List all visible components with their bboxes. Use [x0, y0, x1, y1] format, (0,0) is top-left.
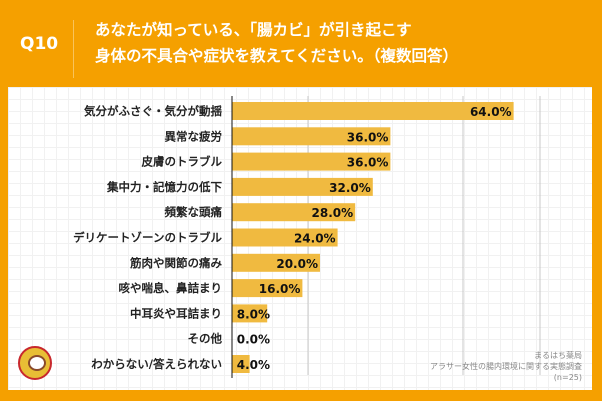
value-label: 36.0%	[347, 130, 389, 144]
category-label: 中耳炎や耳詰まり	[130, 306, 222, 320]
value-label: 8.0%	[237, 307, 270, 321]
category-label: 皮膚のトラブル	[141, 155, 223, 169]
category-label: デリケートゾーンのトラブル	[73, 231, 222, 245]
source-survey: アラサー女性の腸内環境に関する実態調査	[430, 362, 582, 371]
bar	[232, 127, 391, 146]
bar	[232, 102, 514, 120]
value-label: 16.0%	[259, 282, 301, 296]
header-divider	[73, 20, 74, 78]
category-label: わからない/答えられない	[91, 357, 222, 371]
question-number: Q10	[20, 34, 59, 54]
bar	[232, 152, 391, 171]
category-label: 頻繁な頭痛	[165, 205, 223, 219]
category-label: 筋肉や関節の痛み	[129, 256, 222, 270]
value-label: 4.0%	[237, 358, 270, 372]
bar	[232, 355, 250, 373]
category-label: 咳や喘息、鼻詰まり	[119, 281, 223, 295]
question-title-line1: あなたが知っている、「腸カビ」が引き起こす	[95, 21, 412, 39]
question-title-line2: 身体の不具合や症状を教えてください。（複数回答）	[95, 47, 459, 65]
category-label: 気分がふさぐ・気分が動揺	[84, 104, 222, 118]
pharmacy-logo	[18, 346, 52, 380]
bar	[232, 304, 268, 323]
value-label: 64.0%	[470, 105, 512, 119]
value-label: 24.0%	[294, 232, 336, 246]
value-label: 32.0%	[329, 181, 371, 195]
category-label: その他	[188, 332, 223, 346]
source-name: まるはち薬局	[534, 351, 582, 360]
bar	[232, 253, 320, 272]
bar	[232, 228, 338, 247]
value-label: 20.0%	[276, 257, 318, 271]
bar	[232, 203, 356, 222]
value-label: 0.0%	[237, 333, 270, 347]
sample-size: (n=25)	[553, 373, 582, 382]
value-label: 36.0%	[347, 156, 389, 170]
category-label: 異常な疲労	[165, 129, 223, 143]
category-label: 集中力・記憶力の低下	[106, 180, 222, 194]
bar	[232, 177, 373, 196]
value-label: 28.0%	[312, 206, 354, 220]
bar	[232, 279, 303, 298]
